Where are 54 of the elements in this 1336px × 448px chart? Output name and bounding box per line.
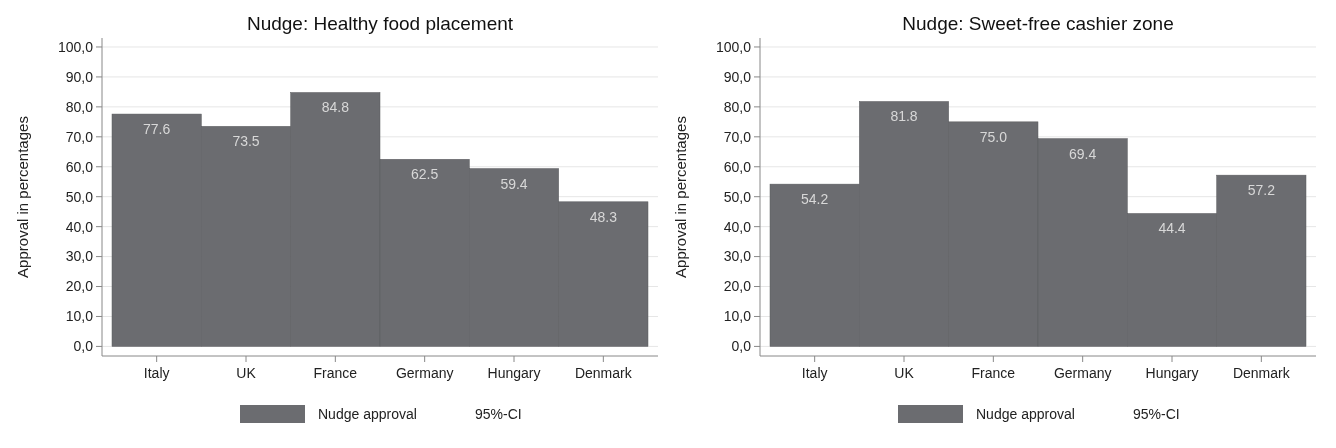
data-label: 54.2: [801, 191, 829, 208]
x-tick-label: France: [971, 365, 1016, 381]
x-tick-label: Denmark: [1232, 365, 1291, 381]
y-tick-label: 70,0: [65, 128, 94, 145]
y-tick-label: 60,0: [65, 158, 94, 175]
x-tick-label: Italy: [143, 365, 170, 381]
x-tick-label: Hungary: [487, 365, 541, 381]
x-tick-label: UK: [894, 365, 915, 381]
data-label: 48.3: [589, 208, 618, 225]
text: Nudge approval: [976, 405, 1075, 422]
data-label: 73.5: [232, 133, 260, 150]
y-tick-label: 10,0: [723, 308, 752, 325]
chart-title: Nudge: Healthy food placement: [246, 13, 514, 34]
y-tick-label: 40,0: [723, 218, 752, 235]
data-label: 57.2: [1247, 182, 1276, 199]
y-tick-label: 80,0: [723, 98, 752, 115]
y-tick-label: 30,0: [65, 248, 94, 265]
x-tick-label: Italy: [801, 365, 828, 381]
data-label: 81.8: [890, 108, 918, 125]
data-label: 75.0: [979, 128, 1008, 145]
x-tick-label: Germany: [395, 365, 454, 381]
y-tick-label: 10,0: [65, 308, 94, 325]
x-tick-label: Denmark: [574, 365, 633, 381]
x-tick-label: Hungary: [1145, 365, 1199, 381]
x-tick-label: France: [313, 365, 358, 381]
y-tick-label: 20,0: [65, 278, 94, 295]
y-axis-title: Approval in percentages: [14, 116, 31, 278]
data-label: 77.6: [143, 121, 171, 138]
chart-title: Nudge: Sweet-free cashier zone: [902, 13, 1174, 34]
y-tick-label: 50,0: [65, 188, 94, 205]
text: 95%-CI: [1133, 405, 1180, 422]
y-tick-label: 90,0: [65, 68, 94, 85]
data-label: 62.5: [411, 166, 439, 183]
y-tick-label: 100,0: [715, 38, 752, 55]
y-tick-label: 0,0: [73, 338, 94, 355]
y-tick-label: 100,0: [57, 38, 94, 55]
data-label: 44.4: [1158, 220, 1186, 237]
y-tick-label: 50,0: [723, 188, 752, 205]
y-tick-label: 90,0: [723, 68, 752, 85]
x-tick-label: Germany: [1053, 365, 1112, 381]
data-label: 84.8: [321, 99, 350, 116]
y-tick-label: 0,0: [731, 338, 752, 355]
data-label: 69.4: [1069, 145, 1097, 162]
y-tick-label: 40,0: [65, 218, 94, 235]
y-tick-label: 20,0: [723, 278, 752, 295]
text: 95%-CI: [475, 405, 522, 422]
y-axis-title: Approval in percentages: [672, 116, 689, 278]
y-tick-label: 70,0: [723, 128, 752, 145]
text: Nudge approval: [318, 405, 417, 422]
y-tick-label: 60,0: [723, 158, 752, 175]
y-tick-label: 80,0: [65, 98, 94, 115]
x-tick-label: UK: [236, 365, 257, 381]
data-label: 59.4: [500, 175, 528, 192]
y-tick-label: 30,0: [723, 248, 752, 265]
